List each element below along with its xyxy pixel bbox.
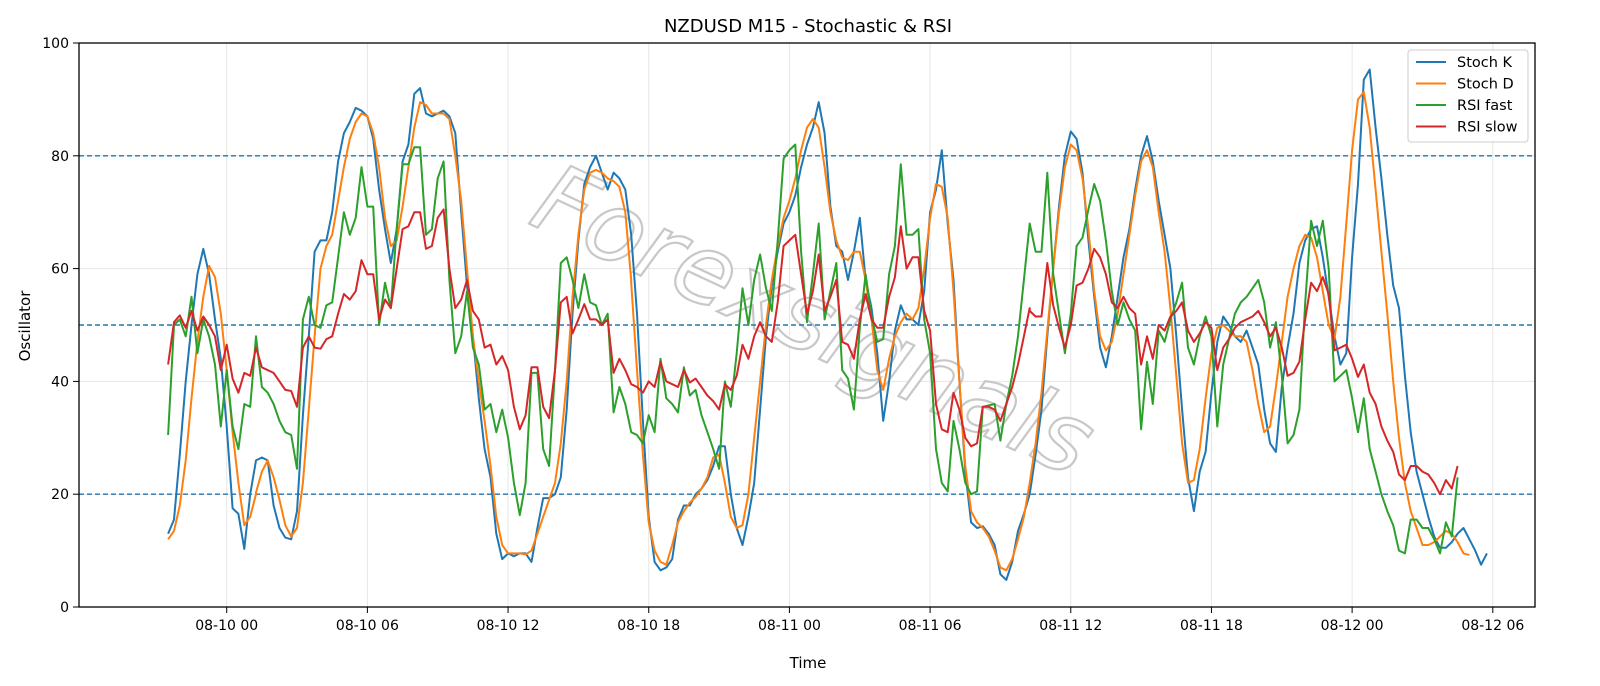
x-tick-label: 08-10 00: [195, 618, 258, 634]
ticks: 08-10 00 08-10 06 08-10 12 08-10 18 08-11 00…: [42, 36, 1524, 634]
series-line-rsi-slow: [167, 208, 1459, 496]
x-axis-label: Time: [789, 654, 827, 672]
x-tick-label: 08-11 12: [1039, 618, 1102, 634]
x-tick-label: 08-10 06: [336, 618, 399, 634]
x-tick-label: 08-11 18: [1180, 618, 1243, 634]
legend-label: Stoch K: [1457, 55, 1513, 71]
plot-frame: [78, 42, 1536, 608]
series-line-stoch-d: [167, 91, 1470, 572]
legend-label: Stoch D: [1457, 77, 1514, 93]
legend-label: RSI slow: [1457, 120, 1518, 136]
legend-box: [1407, 49, 1529, 143]
legend-label: RSI fast: [1457, 98, 1513, 114]
y-axis-label: Oscillator: [16, 290, 34, 362]
series-layer: [167, 68, 1488, 581]
y-tick-label: 80: [51, 149, 69, 165]
y-tick-label: 60: [51, 262, 69, 278]
y-tick-label: 100: [42, 36, 69, 52]
series-line-rsi-fast: [167, 143, 1459, 555]
x-tick-label: 08-11 00: [758, 618, 821, 634]
series-line-stoch-k: [167, 68, 1488, 581]
x-tick-label: 08-12 06: [1461, 618, 1524, 634]
y-tick-label: 0: [60, 600, 69, 616]
legend: Stoch K Stoch D RSI fast RSI slow: [1407, 49, 1529, 143]
x-tick-label: 08-10 18: [617, 618, 680, 634]
y-tick-label: 40: [51, 374, 69, 390]
x-tick-label: 08-11 06: [899, 618, 962, 634]
chart-title: NZDUSD M15 - Stochastic & RSI: [664, 16, 952, 37]
x-tick-label: 08-10 12: [477, 618, 540, 634]
x-tick-label: 08-12 00: [1321, 618, 1384, 634]
y-tick-label: 20: [51, 487, 69, 503]
